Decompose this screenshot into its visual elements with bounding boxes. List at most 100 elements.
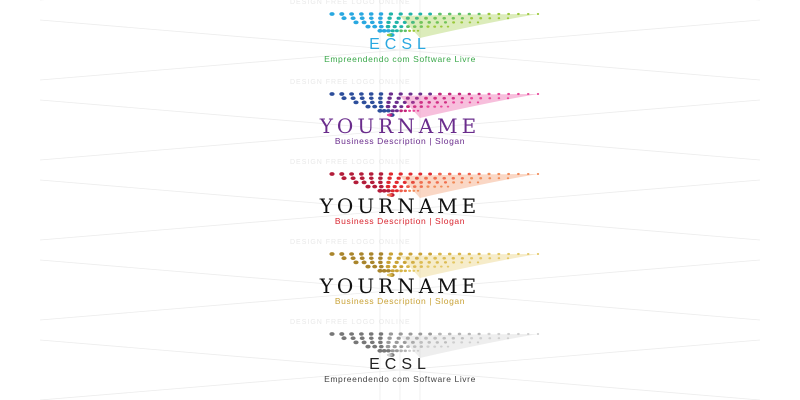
logo-dot <box>507 332 510 336</box>
logo-dot <box>414 96 419 100</box>
logo-dot <box>361 260 367 265</box>
logo-dot <box>378 264 384 269</box>
logo-dot <box>487 92 491 96</box>
logo-dot <box>435 181 439 184</box>
logo-dot <box>467 252 471 256</box>
logo-dot <box>408 109 412 112</box>
logo-dot <box>526 332 530 336</box>
logo-dot <box>386 180 391 185</box>
logo-dot <box>460 256 464 260</box>
logo-dot <box>460 176 464 180</box>
logo-dot <box>329 12 335 16</box>
logo-dot <box>378 344 384 349</box>
logo-dot <box>507 92 510 96</box>
logo-dot <box>408 12 413 16</box>
logo-dot <box>378 260 383 265</box>
logo-dot <box>403 349 407 353</box>
logo-dot <box>386 260 391 265</box>
logo-dot <box>497 332 501 336</box>
logo-dot <box>392 345 397 349</box>
logo-dot <box>497 252 501 256</box>
logo-dot <box>396 336 401 340</box>
logo-dot <box>350 96 356 101</box>
logo-dot <box>350 336 356 341</box>
logo-dot <box>381 109 387 113</box>
logo-dot <box>388 172 394 176</box>
logo-dot <box>438 252 442 256</box>
logo-dot <box>517 252 520 256</box>
logo-dot <box>405 336 410 340</box>
logo-dot <box>438 92 442 96</box>
logo-dot <box>488 97 492 100</box>
logo-dot <box>476 261 480 264</box>
logo-dot <box>476 341 480 344</box>
logo-dot <box>433 185 437 188</box>
logo-dot <box>403 29 407 33</box>
logo-dot <box>386 100 391 105</box>
logo-dot <box>536 253 540 255</box>
logo-dot <box>477 172 481 176</box>
logo-dot <box>433 256 437 260</box>
logo-dot <box>443 261 448 264</box>
logo-dot <box>477 252 481 256</box>
logo-dot <box>402 20 407 24</box>
logo-dot <box>470 97 474 100</box>
logo-dot <box>402 180 407 184</box>
logo-dot <box>385 104 391 109</box>
logo-dot <box>369 180 375 185</box>
logo-dot <box>390 189 395 193</box>
logo-dot <box>394 269 399 273</box>
logo-dot <box>418 252 423 256</box>
logo-dot <box>451 176 455 180</box>
logo-dot <box>468 101 472 104</box>
logo-dot <box>396 96 401 100</box>
logo-dot <box>507 172 510 176</box>
logo-dot <box>438 12 442 16</box>
logo-dot <box>410 100 415 104</box>
logo-dot <box>399 25 404 29</box>
logo-dot <box>447 252 452 256</box>
logo-dot <box>368 172 374 176</box>
logo-dot <box>439 345 443 348</box>
logo-dot <box>446 185 450 188</box>
logo-dot <box>536 173 540 175</box>
logo-swoosh <box>400 254 538 278</box>
logo-dot <box>418 12 423 16</box>
logo-dot <box>341 256 347 261</box>
logo-dot <box>390 269 395 273</box>
logo-dot <box>438 332 442 336</box>
logo-dot <box>412 189 416 192</box>
logo-dot <box>402 340 407 344</box>
logo-dot <box>497 172 501 176</box>
logo-dot <box>457 172 462 176</box>
logo-dot <box>497 177 501 180</box>
logo-swoosh <box>400 174 538 198</box>
logo-dot <box>398 12 403 16</box>
logo-dot <box>368 332 374 336</box>
logo-dot <box>402 260 407 264</box>
logo-dot <box>433 105 437 108</box>
logo-dot <box>399 265 404 269</box>
logo-dot <box>439 25 443 28</box>
logo-dot <box>487 12 491 16</box>
logo-dot <box>479 177 483 180</box>
logo-dot <box>387 256 392 260</box>
logo-dot <box>447 332 452 336</box>
logo-dot <box>433 265 437 268</box>
logo-mark-icon <box>329 172 540 198</box>
logo-dot <box>386 194 390 196</box>
logo-dot <box>353 20 359 25</box>
logo-dot <box>402 100 407 104</box>
logo-dot <box>341 176 347 181</box>
logo-dot <box>396 176 401 180</box>
logo-dot <box>428 252 433 256</box>
logo-dot <box>349 332 355 336</box>
logo-dot <box>419 260 423 264</box>
logo-dot <box>419 265 423 268</box>
logo-dot <box>416 189 420 192</box>
logo-dot <box>329 172 335 176</box>
logo-dot <box>451 16 455 20</box>
logo-dot <box>468 21 472 24</box>
logo-dot <box>447 92 452 96</box>
logo-dot <box>506 17 510 20</box>
